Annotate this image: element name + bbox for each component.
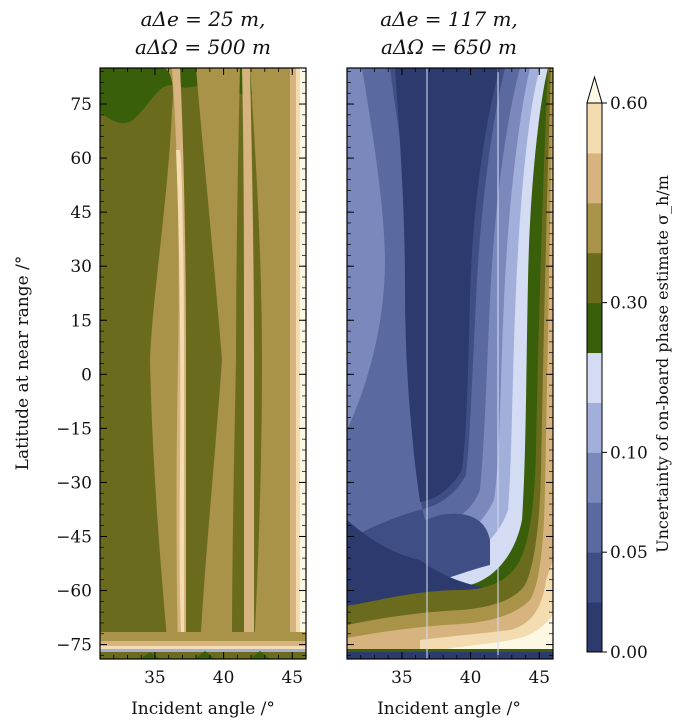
left-band-tan-lobe3 xyxy=(250,68,300,650)
right-band-extend xyxy=(440,615,553,659)
right-axis-ticks: 35 40 45 xyxy=(346,68,554,688)
y-tick-label: 60 xyxy=(70,149,92,169)
colorbar-segment xyxy=(587,252,602,304)
right-title-line2: aΔΩ = 650 m xyxy=(381,35,517,59)
left-band-bottom-lightest xyxy=(100,646,306,650)
y-tick-label: 45 xyxy=(70,203,92,223)
left-band-tan-lobe1 xyxy=(150,68,184,650)
right-title-line1: aΔe = 117 m, xyxy=(380,7,518,31)
left-title-line2: aΔΩ = 500 m xyxy=(135,35,271,59)
colorbar-segment xyxy=(587,452,602,503)
left-band-bottom-blue xyxy=(100,649,306,652)
colorbar-tick-label: 0.10 xyxy=(610,443,648,463)
left-band-bottom-tan-light xyxy=(100,641,306,649)
colorbar-segment xyxy=(587,502,602,553)
x-tick-label: 35 xyxy=(144,668,166,688)
left-xlabel: Incident angle /° xyxy=(131,699,275,719)
y-tick-label: −60 xyxy=(56,582,92,602)
left-title-line1: aΔe = 25 m, xyxy=(141,7,266,31)
x-tick-label: 40 xyxy=(460,668,482,688)
colorbar-tick-label: 0.05 xyxy=(610,543,648,563)
right-band-bottom-strip xyxy=(347,652,553,659)
y-tick-label: −75 xyxy=(56,636,92,656)
left-contour-plot xyxy=(100,68,306,659)
colorbar-segment xyxy=(587,602,602,653)
colorbar-extend-arrow xyxy=(586,75,603,104)
colorbar-segment xyxy=(587,202,602,254)
colorbar-segment xyxy=(587,152,602,204)
x-tick-label: 40 xyxy=(213,668,235,688)
right-band-darkest-blue xyxy=(395,68,500,502)
y-tick-label: 0 xyxy=(81,365,92,385)
right-band-tan-light xyxy=(347,68,553,659)
y-tick-label: 15 xyxy=(70,311,92,331)
colorbar-frame xyxy=(586,102,603,653)
y-tick-label: −30 xyxy=(56,473,92,493)
left-band-bottom-green-notches xyxy=(140,651,270,659)
right-band-lightest-warm xyxy=(420,560,553,659)
colorbar-tick-label: 0.60 xyxy=(610,94,648,114)
right-band-bottom-green-line xyxy=(347,649,553,652)
colorbar-segment xyxy=(587,402,602,453)
colorbar-segment xyxy=(587,552,602,603)
right-band-darkest-blue-bottom xyxy=(347,520,490,606)
x-tick-label: 35 xyxy=(391,668,413,688)
colorbar-segment xyxy=(587,103,602,154)
colorbar: 0.00 0.05 0.10 0.30 0.60 xyxy=(586,75,648,663)
x-tick-label: 45 xyxy=(528,668,550,688)
y-tick-label: −45 xyxy=(56,527,92,547)
left-band-stripe2 xyxy=(242,68,254,650)
right-contour-plot xyxy=(347,68,553,659)
left-band-stripe1-light xyxy=(176,150,184,650)
y-tick-label: 30 xyxy=(70,257,92,277)
y-tick-label: 75 xyxy=(70,95,92,115)
colorbar-tick-label: 0.00 xyxy=(610,643,648,663)
left-band-tan-lobe2 xyxy=(196,68,240,650)
right-xlabel: Incident angle /° xyxy=(377,699,521,719)
left-ylabel: Latitude at near range /° xyxy=(13,256,33,471)
left-axis-ticks: 35 40 45 75 60 45 30 15 0 −15 −30 −45 −60 −75 xyxy=(56,68,307,688)
colorbar-label: Uncertainty of on-board phase estimate σ… xyxy=(653,175,672,553)
y-tick-label: −15 xyxy=(56,419,92,439)
colorbar-tick-label: 0.30 xyxy=(610,294,648,314)
colorbar-segment xyxy=(587,302,602,354)
colorbar-segment xyxy=(587,352,602,403)
x-tick-label: 45 xyxy=(281,668,303,688)
